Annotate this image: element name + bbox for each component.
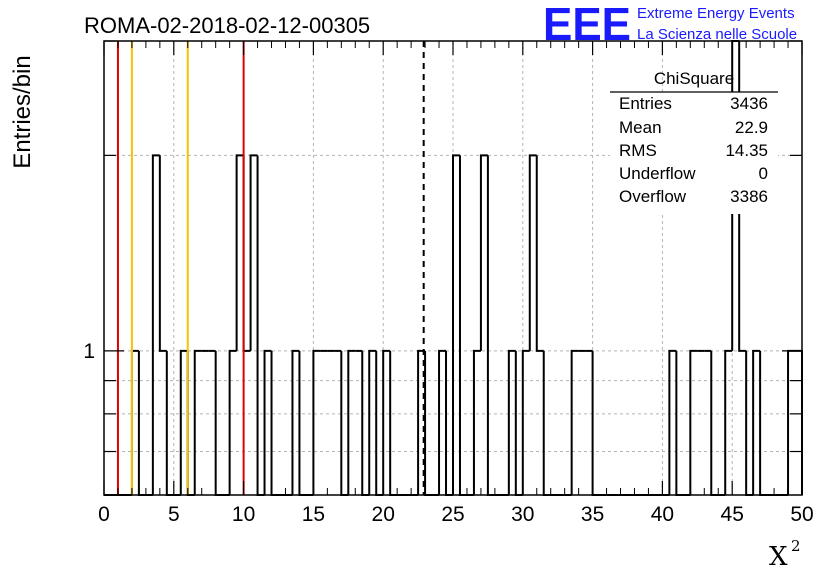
stats-value: 22.9	[735, 118, 768, 137]
histogram-bin	[186, 350, 195, 496]
x-tick-label: 35	[581, 503, 604, 526]
histogram-bin	[591, 350, 600, 496]
x-tick-label: 15	[302, 503, 325, 526]
histogram-bin	[724, 349, 733, 495]
stats-box-background	[610, 92, 778, 214]
histogram-bin	[361, 350, 370, 496]
histogram-bin	[347, 349, 356, 495]
histogram-bin	[787, 349, 796, 495]
histogram-bin	[263, 349, 272, 495]
marker-lines	[116, 41, 425, 495]
histogram-bin	[479, 154, 488, 351]
histogram-bin	[472, 349, 481, 495]
histogram-bin	[298, 350, 307, 496]
y-axis-label: Entries/bin	[9, 55, 36, 168]
histogram-bin	[486, 155, 495, 496]
histogram-bin	[521, 349, 530, 495]
stats-label: RMS	[619, 141, 657, 160]
eee-branding: EEE Extreme Energy Events La Scienza nel…	[543, 0, 797, 50]
histogram-bin	[137, 350, 146, 496]
stats-label: Underflow	[619, 164, 696, 183]
histogram-bin	[235, 154, 244, 351]
branding-line-1: Extreme Energy Events	[637, 5, 795, 22]
histogram-bin	[249, 154, 258, 351]
histogram-bin	[165, 350, 174, 496]
x-axis-label-main: X	[769, 542, 788, 572]
histogram-bin	[214, 350, 223, 496]
stats-label: Mean	[619, 118, 662, 137]
x-axis-label-superscript: 2	[791, 537, 801, 555]
x-tick-label: 5	[168, 503, 180, 526]
stats-value: 3436	[730, 94, 768, 113]
histogram-bin	[193, 349, 202, 495]
x-tick-label: 50	[790, 503, 813, 526]
histogram-bin	[542, 350, 551, 496]
x-axis-label: X 2	[769, 537, 801, 572]
y-tick-label: 1	[83, 340, 95, 363]
x-tick-label: 40	[651, 503, 674, 526]
histogram-bin	[130, 349, 139, 495]
histogram-bin	[570, 349, 579, 495]
histogram-bin	[312, 349, 321, 495]
chart-title: ROMA-02-2018-02-12-00305	[84, 13, 370, 38]
stats-value: 14.35	[725, 141, 768, 160]
x-tick-label: 20	[372, 503, 395, 526]
axis-ticks: 0 5 10 15 20 25 30 35 40 45 50 1	[83, 40, 814, 526]
stats-box: ChiSquare Entries 3436 Mean 22.9 RMS 14.…	[610, 69, 778, 214]
x-tick-label: 0	[98, 503, 110, 526]
histogram-bin	[158, 155, 167, 352]
histogram-bin	[795, 349, 803, 495]
histogram-bin	[445, 350, 453, 496]
histogram-bin	[270, 350, 279, 496]
histogram-bin	[291, 349, 300, 495]
histogram-bin	[256, 155, 265, 496]
histogram-bin	[675, 350, 684, 496]
stats-label: Overflow	[619, 187, 687, 206]
stats-title: ChiSquare	[654, 69, 734, 88]
histogram-bin	[507, 349, 516, 495]
stats-label: Entries	[619, 94, 672, 113]
histogram-bin	[438, 349, 447, 495]
stats-value: 3386	[730, 187, 768, 206]
stats-value: 0	[759, 164, 768, 183]
histogram-bin	[452, 154, 460, 495]
histogram-bin	[382, 349, 391, 495]
histogram-bin	[458, 155, 467, 496]
histogram-bin	[228, 349, 237, 495]
histogram-bin	[424, 350, 433, 496]
histogram-bin	[242, 155, 251, 352]
histogram-bin	[179, 349, 188, 495]
eee-logo: EEE	[543, 0, 631, 50]
histogram-bin	[375, 350, 384, 496]
histogram-bin	[151, 154, 160, 495]
histogram-bin	[752, 349, 761, 495]
histogram-bin	[340, 350, 349, 496]
histogram-bin	[535, 155, 544, 352]
histogram-bin	[689, 349, 698, 495]
histogram-bin	[710, 350, 719, 496]
histogram-bin	[668, 349, 677, 495]
x-tick-label: 45	[721, 503, 744, 526]
histogram-bin	[389, 350, 398, 496]
branding-line-2: La Scienza nelle Scuole	[637, 26, 797, 43]
histogram-bin	[745, 350, 754, 496]
x-tick-label: 25	[441, 503, 464, 526]
histogram-bin	[528, 154, 537, 351]
x-tick-label: 30	[511, 503, 534, 526]
histogram-bin	[759, 350, 768, 496]
histogram-bin	[368, 349, 377, 495]
x-tick-label: 10	[232, 503, 255, 526]
histogram-bin	[514, 350, 523, 496]
